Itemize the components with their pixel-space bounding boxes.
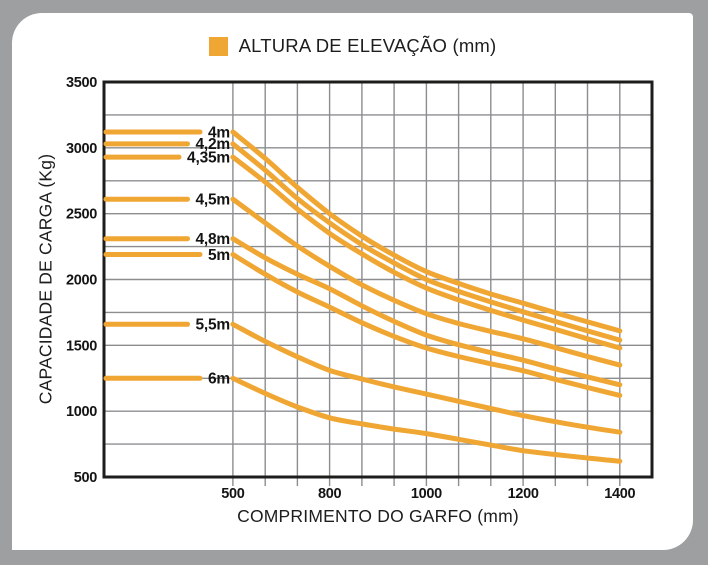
capacity-curve (230, 321, 623, 435)
x-axis-title: COMPRIMENTO DO GARFO (mm) (237, 506, 519, 526)
x-tick-label: 1000 (411, 486, 442, 502)
curve-label: 4,8m (195, 231, 230, 248)
curve-label: 4,35m (187, 149, 230, 166)
legend-label: ALTURA DE ELEVAÇÃO (mm) (238, 35, 497, 56)
y-tick-label: 2500 (66, 207, 97, 223)
plot-border (102, 80, 654, 479)
y-tick-label: 500 (74, 470, 98, 486)
curve-label: 5,5m (195, 317, 230, 334)
y-tick-label: 3000 (66, 141, 97, 157)
x-tick-label: 1400 (604, 486, 635, 502)
y-tick-label: 1000 (66, 404, 97, 420)
chart-legend: ALTURA DE ELEVAÇÃO (mm) (12, 35, 693, 57)
capacity-curve (230, 141, 623, 343)
legend-swatch-icon (208, 36, 228, 56)
capacity-curve (230, 129, 623, 334)
x-tick-label: 1200 (508, 486, 539, 502)
capacity-curve (230, 252, 623, 398)
capacity-curve (230, 236, 623, 388)
y-tick-label: 2000 (66, 273, 97, 289)
y-tick-label: 3500 (66, 75, 97, 91)
curve-label: 4,5m (195, 192, 230, 209)
capacity-curve (230, 375, 623, 464)
x-tick-label: 800 (318, 486, 342, 502)
curve-label: 4m (208, 124, 230, 141)
curve-label: 6m (208, 371, 230, 388)
capacity-curve (230, 154, 623, 351)
capacity-curve (230, 196, 623, 368)
curve-label: 4,2m (195, 136, 230, 153)
x-tick-label: 500 (221, 486, 245, 502)
y-tick-label: 1500 (66, 338, 97, 354)
curve-label: 5m (208, 247, 230, 264)
